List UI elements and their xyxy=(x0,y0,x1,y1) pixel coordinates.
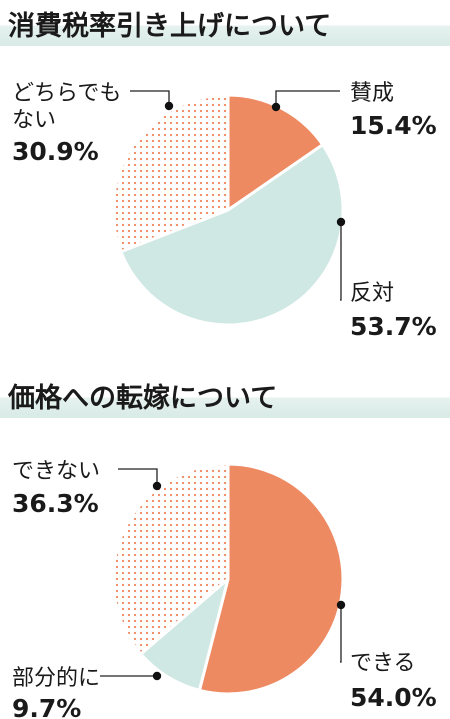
pie-slice xyxy=(226,93,325,212)
leader-line xyxy=(340,605,342,663)
slice-label: 部分的に xyxy=(12,666,100,691)
title-bar xyxy=(0,0,450,46)
slice-label: どちらでも xyxy=(12,81,121,106)
leader-line xyxy=(118,468,158,486)
pie-slice xyxy=(111,93,230,254)
leader-line xyxy=(130,90,170,106)
pie-slice xyxy=(197,462,345,696)
chart-section-tax: 消費税率引き上げについて 賛成 15.4% 反対 53.7% どちらでも ない 30.9% xyxy=(0,0,450,341)
leader-dot xyxy=(336,217,346,227)
pie-slice xyxy=(119,143,345,327)
chart-title: 消費税率引き上げについて xyxy=(8,11,332,42)
leader-line xyxy=(275,90,340,107)
slice-value-label: 36.3% xyxy=(12,489,99,518)
leader-dot xyxy=(164,101,174,111)
leader-dot xyxy=(271,102,281,112)
leader-line xyxy=(340,222,342,301)
pie-slice xyxy=(111,462,230,656)
slice-value-label: 53.7% xyxy=(350,312,437,341)
slice-value-label: 9.7% xyxy=(12,694,81,719)
leader-dot xyxy=(152,671,162,681)
slice-value-label: 30.9% xyxy=(12,137,99,166)
leader-dot xyxy=(336,600,346,610)
title-bar xyxy=(0,372,450,418)
slice-label: ない xyxy=(12,108,56,133)
slice-value-label: 15.4% xyxy=(350,111,437,140)
slice-label: できない xyxy=(12,459,100,484)
leader-dot xyxy=(152,481,162,491)
chart-title: 価格への転嫁について xyxy=(8,383,278,414)
slice-label: できる xyxy=(350,651,416,676)
slice-label: 反対 xyxy=(350,281,394,306)
pie-chart-price: できる 54.0% 部分的に 9.7% できない 36.3% xyxy=(12,459,437,719)
slice-value-label: 54.0% xyxy=(350,683,437,712)
chart-section-price: 価格への転嫁について できる 54.0% 部分的に 9.7% できない 36.3% xyxy=(0,372,450,719)
slice-label: 賛成 xyxy=(350,81,394,106)
